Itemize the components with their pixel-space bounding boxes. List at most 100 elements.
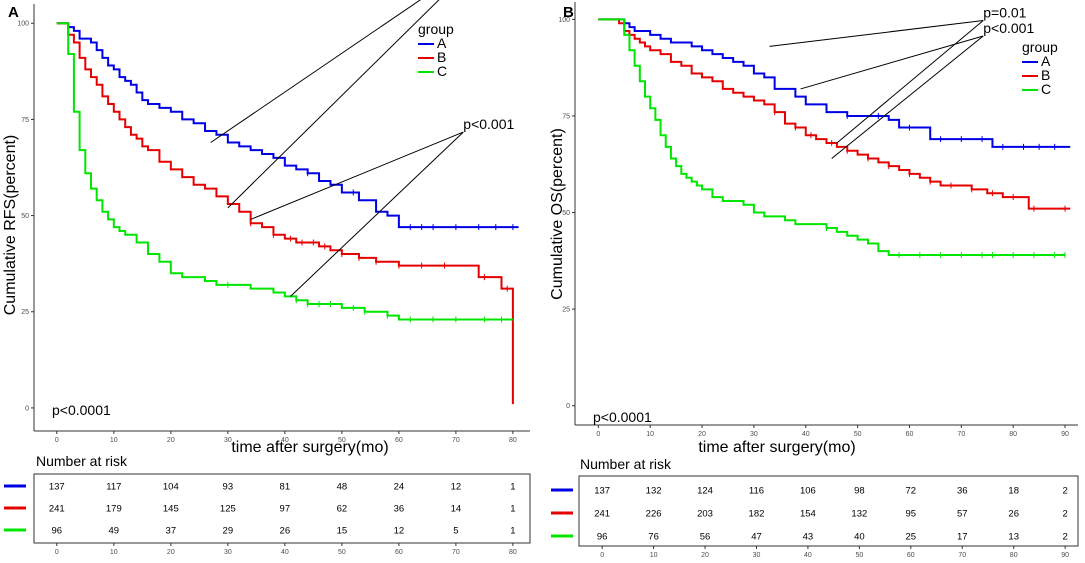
risk-cell: 116 [749,486,764,497]
x-tick-label: 60 [395,437,403,444]
panel-letter: A [8,4,19,21]
risk-x-tick-label: 10 [650,552,658,559]
panel-letter: B [563,4,574,21]
risk-cell: 1 [510,504,515,515]
risk-cell: 137 [49,482,65,493]
risk-x-tick-label: 10 [110,549,118,556]
annotation-leader-line [250,131,464,220]
y-tick-label: 100 [558,17,570,24]
logrank-pvalue: p<0.0001 [593,409,652,425]
annotation-pvalue: p<0.001 [983,20,1034,36]
risk-cell: 137 [594,486,610,497]
risk-cell: 125 [220,504,236,515]
risk-cell: 26 [280,526,291,537]
risk-cell: 47 [751,532,762,543]
y-tick-label: 0 [566,403,570,410]
risk-table-title: Number at risk [36,453,128,469]
risk-cell: 5 [453,526,458,537]
risk-cell: 15 [337,526,348,537]
legend-label-b: B [1041,67,1050,83]
risk-cell: 14 [451,504,462,515]
risk-x-tick-label: 40 [281,549,289,556]
risk-x-tick-label: 30 [224,549,232,556]
x-tick-label: 70 [452,437,460,444]
km-curve-c [598,18,1066,257]
annotation-pvalue: p<0.001 [463,116,514,132]
risk-cell: 1 [510,526,515,537]
risk-x-tick-label: 80 [509,549,517,556]
risk-cell: 72 [906,486,917,497]
risk-cell: 226 [646,509,662,520]
risk-cell: 36 [957,486,968,497]
km-curve-c [56,22,513,321]
x-tick-label: 20 [698,431,706,438]
risk-x-tick-label: 0 [55,549,59,556]
annotation-leader-line [769,20,984,47]
risk-x-tick-label: 50 [855,552,863,559]
risk-x-tick-label: 30 [753,552,761,559]
y-tick-label: 50 [21,213,29,220]
risk-cell: 203 [697,509,713,520]
km-curve-b [598,18,1071,210]
x-tick-label: 80 [1009,431,1017,438]
risk-cell: 93 [223,482,234,493]
km-curve-b [56,22,514,405]
risk-cell: 98 [854,486,865,497]
legend-label-c: C [1041,81,1051,97]
risk-cell: 81 [280,482,291,493]
risk-cell: 241 [49,504,65,515]
risk-cell: 124 [697,486,713,497]
risk-x-tick-label: 20 [167,549,175,556]
risk-cell: 36 [394,504,405,515]
risk-cell: 241 [594,509,610,520]
risk-x-tick-label: 20 [701,552,709,559]
y-tick-label: 100 [17,21,29,28]
y-tick-label: 0 [25,405,29,412]
risk-x-tick-label: 60 [395,549,403,556]
logrank-pvalue: p<0.0001 [52,402,111,418]
x-tick-label: 30 [750,431,758,438]
risk-x-tick-label: 90 [1061,552,1069,559]
y-axis-title: Cumulative RFS(percent) [2,135,19,316]
risk-x-tick-label: 50 [338,549,346,556]
x-tick-label: 0 [55,437,59,444]
risk-cell: 96 [597,532,608,543]
risk-cell: 132 [851,509,867,520]
risk-cell: 97 [280,504,291,515]
y-tick-label: 75 [21,117,29,124]
y-axis-title: Cumulative OS(percent) [549,128,566,300]
x-tick-label: 40 [281,437,289,444]
x-tick-label: 90 [1061,431,1069,438]
risk-x-tick-label: 80 [1010,552,1018,559]
x-tick-label: 50 [338,437,346,444]
risk-cell: 95 [906,509,917,520]
annotation-pvalue: p=0.01 [983,5,1026,21]
risk-cell: 132 [646,486,662,497]
risk-table-title: Number at risk [580,456,672,472]
x-tick-label: 0 [596,431,600,438]
risk-cell: 12 [451,482,462,493]
risk-cell: 106 [800,486,816,497]
risk-cell: 104 [163,482,179,493]
risk-cell: 2 [1062,509,1067,520]
y-tick-label: 50 [562,210,570,217]
risk-cell: 96 [52,526,63,537]
risk-cell: 17 [957,532,968,543]
risk-x-tick-label: 60 [907,552,915,559]
annotation-leader-line [800,35,984,90]
risk-cell: 25 [906,532,917,543]
legend-label-b: B [437,49,446,65]
x-tick-label: 10 [646,431,654,438]
risk-cell: 117 [106,482,121,493]
annotation-leader-line [227,0,440,209]
y-tick-label: 25 [562,307,570,314]
km-curve-a [56,22,519,229]
risk-cell: 56 [700,532,711,543]
risk-cell: 13 [1008,532,1019,543]
risk-cell: 2 [1062,532,1067,543]
risk-cell: 182 [749,509,765,520]
x-axis-title: time after surgery(mo) [698,439,855,456]
risk-x-tick-label: 70 [958,552,966,559]
